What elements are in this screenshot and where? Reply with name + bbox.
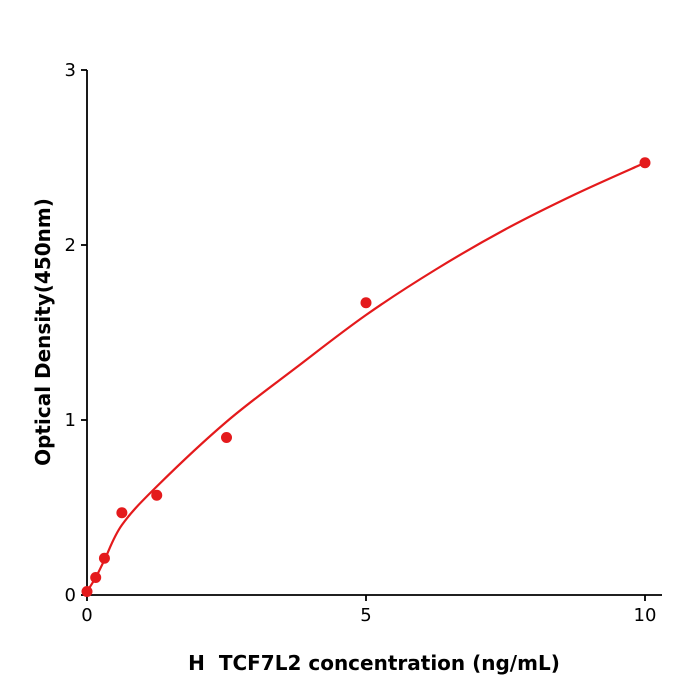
y-tick-label: 1 (65, 410, 76, 431)
data-point (81, 586, 93, 597)
x-tick-label: 5 (360, 605, 371, 626)
fit-curve-line (86, 161, 646, 593)
data-point (639, 157, 651, 169)
data-point (221, 432, 232, 443)
data-point (360, 297, 372, 309)
y-tick-label: 3 (65, 60, 76, 81)
data-point (151, 489, 163, 501)
x-axis-label: H TCF7L2 concentration (ng/mL) (188, 651, 560, 675)
y-tick-label: 2 (65, 235, 76, 256)
x-tick-label: 10 (634, 605, 657, 626)
data-point (90, 572, 102, 583)
x-tick-label: 0 (81, 605, 92, 626)
y-axis-label: Optical Density(450nm) (31, 198, 55, 466)
data-point (98, 552, 110, 564)
y-tick-label: 0 (65, 585, 76, 606)
data-point (116, 507, 128, 519)
